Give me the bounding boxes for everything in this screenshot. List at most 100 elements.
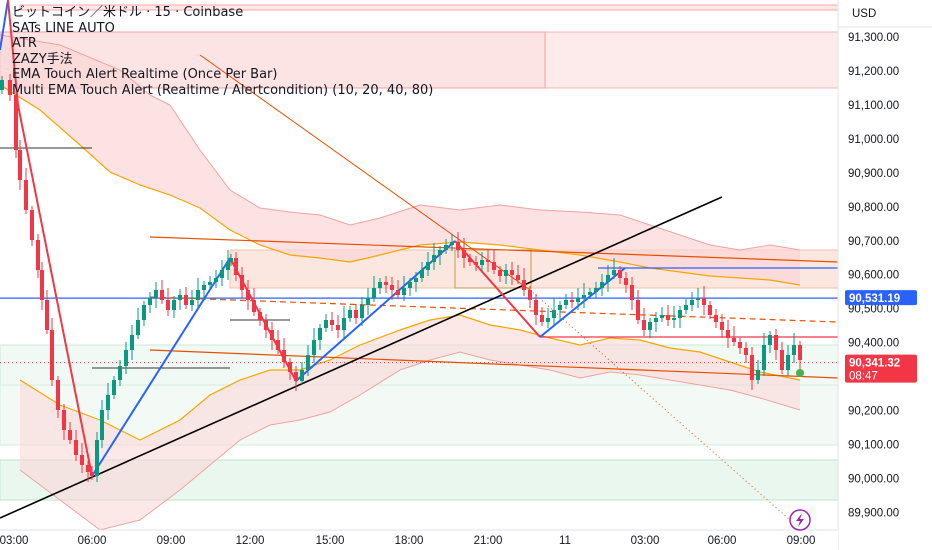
price-tick-label: 90,600.00 [848,270,899,282]
candle [654,312,658,332]
candle [744,342,748,363]
price-tick-label: 89,900.00 [848,507,899,519]
candle-body [588,292,592,295]
candle-body [624,278,628,285]
candle-body [300,370,304,381]
candle-body [714,315,718,322]
live-dot [796,369,804,377]
legend-indicator[interactable]: SATs LINE AUTO [12,20,115,36]
time-tick-label: 15:00 [316,535,345,547]
candle [348,306,352,322]
candle [750,347,754,390]
candle [45,290,49,334]
candle-body [546,318,550,322]
diagonal-line [199,54,531,291]
candle [208,276,212,289]
candle-body [648,322,652,330]
price-tick-label: 90,700.00 [848,236,899,248]
candle [786,345,790,376]
candle-body [510,270,514,275]
lightning-icon[interactable] [789,509,811,531]
candle [372,276,376,302]
candle-body [208,282,212,285]
legend-indicator[interactable]: EMA Touch Alert Realtime (Once Per Bar) [12,67,278,82]
candle [36,234,40,278]
channel-bottom-line [149,349,839,379]
candle-body [62,410,66,430]
price-axis-bg [838,0,932,550]
candle [306,345,310,376]
candle-body [630,285,634,300]
candle-body [166,300,170,310]
candle-body [468,258,472,262]
candle-body [738,342,742,348]
candle-body [636,300,640,320]
candle-body [690,300,694,305]
candle [774,329,778,360]
time-tick-label: 03:00 [0,535,28,547]
price-tick-label: 90,500.00 [848,304,899,316]
candle-body [40,270,44,300]
candle-body [282,350,286,362]
candle [166,288,170,316]
candle [390,277,394,300]
candle-body [229,258,233,262]
candle-body [258,312,262,320]
lightning-icon-bolt [796,513,804,527]
candle [354,304,358,324]
candle [762,333,766,376]
candle [14,87,18,158]
last-price-badge-value: 90,341.32 [849,358,900,370]
candle-body [74,440,78,455]
candle [74,430,78,461]
candle-body [612,270,616,275]
candle-body [594,288,598,292]
candle [288,358,292,380]
candle-body [486,260,490,262]
price-tick-label: 90,000.00 [848,473,899,485]
legend-indicator[interactable]: ZAZY手法 [12,51,73,67]
candle [86,461,90,482]
candle [576,288,580,310]
candle [456,232,460,258]
currency-label: USD [852,8,876,20]
legend-indicator[interactable]: Multi EMA Touch Alert (Realtime / Alertc… [12,82,434,98]
price-tick-label: 90,800.00 [848,202,899,214]
candle [660,307,664,322]
candle [30,206,34,246]
legend-title[interactable]: ビットコイン／米ドル · 15 · Coinbase [12,5,244,20]
candle-body [202,285,206,290]
candle-body [534,300,538,315]
candle-body [80,455,84,465]
candle-body [402,288,406,295]
candle [384,276,388,293]
candle-body [708,305,712,315]
candle-body [226,262,230,270]
legend-indicator[interactable]: ATR [12,36,37,51]
candle [426,252,430,276]
candle [474,256,478,271]
line-price-badge: 90,531.19 [845,290,917,306]
candle-body [130,335,134,350]
legend: ビットコイン／米ドル · 15 · Coinbase SATs LINE AUT… [12,5,433,98]
candle [666,305,670,326]
line-price-badge-bg [845,290,917,306]
candle-body [438,250,442,255]
candle-body [312,340,316,355]
candle [318,324,322,350]
candle [196,278,200,308]
candle [708,301,712,319]
candle [178,289,182,310]
channel-mid-line [149,296,839,323]
candle [56,376,60,418]
candle [624,272,628,293]
price-tick-label: 90,400.00 [848,338,899,350]
candle-body [270,330,274,340]
price-tick-label: 91,000.00 [848,134,899,146]
candle-body [112,380,116,395]
candle [270,322,274,350]
candle [229,254,233,266]
candle [720,314,724,338]
